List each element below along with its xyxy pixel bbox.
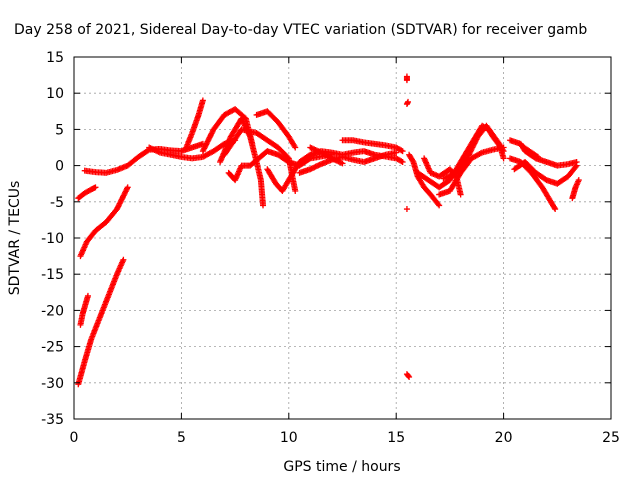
data-point <box>534 153 541 160</box>
data-point <box>500 155 507 162</box>
data-point <box>405 373 412 380</box>
data-point <box>533 153 540 160</box>
y-tick-label: -10 <box>41 231 64 247</box>
data-point <box>572 163 579 170</box>
data-point <box>436 202 443 209</box>
data-point <box>120 256 127 263</box>
data-point <box>124 184 131 191</box>
y-tick-label: 0 <box>55 159 64 175</box>
data-point <box>403 206 410 213</box>
y-tick-label: -35 <box>41 412 64 428</box>
x-tick-label: 20 <box>495 430 513 446</box>
data-point <box>477 150 484 157</box>
data-point <box>399 148 406 155</box>
data-point <box>398 158 405 165</box>
x-tick-label: 25 <box>602 430 620 446</box>
y-tick-label: -15 <box>41 267 64 283</box>
y-axis-label: SDTVAR / TECUs <box>7 181 23 296</box>
y-tick-label: 5 <box>55 122 64 138</box>
data-point <box>552 206 559 213</box>
grid <box>74 57 611 419</box>
y-tick-label: 15 <box>46 50 64 66</box>
x-tick-label: 10 <box>280 430 298 446</box>
data-point <box>84 292 91 299</box>
x-tick-label: 5 <box>177 430 186 446</box>
data-point <box>292 144 299 151</box>
ticks: 0 5 10 15 20 25 15 10 5 0 -5 -10 -15 -20 -25 -30 -35 <box>41 50 620 446</box>
data-point <box>573 162 580 169</box>
data-point <box>406 374 413 381</box>
y-tick-label: -30 <box>41 376 64 392</box>
y-tick-label: -25 <box>41 340 64 356</box>
data-point <box>435 201 442 208</box>
data-point <box>457 191 464 198</box>
data-point <box>409 157 416 164</box>
data-point <box>393 149 400 156</box>
data-point <box>199 97 206 104</box>
data-point <box>403 73 410 80</box>
data-point <box>260 202 267 209</box>
data-point <box>405 98 412 105</box>
data-points <box>75 73 582 388</box>
data-point <box>551 204 558 211</box>
data-point <box>575 177 582 184</box>
y-tick-label: -5 <box>50 195 64 211</box>
x-axis-label: GPS time / hours <box>283 459 400 475</box>
x-tick-label: 15 <box>387 430 405 446</box>
x-tick-label: 0 <box>70 430 79 446</box>
data-point <box>292 187 299 194</box>
y-tick-label: 10 <box>46 86 64 102</box>
y-tick-label: -20 <box>41 303 64 319</box>
data-point <box>398 147 405 154</box>
data-point <box>399 158 406 165</box>
data-point <box>339 160 346 167</box>
data-point <box>92 184 99 191</box>
chart-title: Day 258 of 2021, Sidereal Day-to-day VTE… <box>14 22 587 38</box>
